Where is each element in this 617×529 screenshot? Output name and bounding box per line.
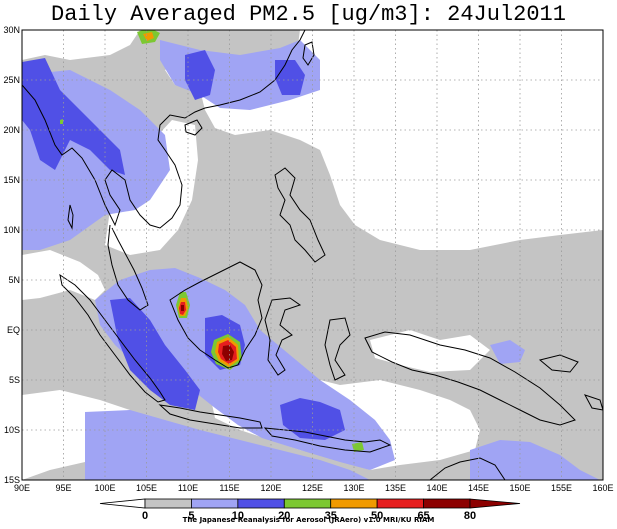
coast-sulawesi (264, 297, 302, 376)
coast-new-guinea (364, 331, 576, 426)
lat-tick-label: 15S (4, 475, 20, 485)
lon-tick-label: 130E (343, 483, 364, 493)
field-white-west-ocean (22, 250, 105, 300)
graticule (22, 30, 603, 480)
colorbar-label: 35 (325, 510, 337, 522)
lon-tick-label: 150E (509, 483, 530, 493)
colorbar-labels: 0 5 10 20 35 50 65 80 (142, 510, 476, 522)
field-white-east (370, 330, 490, 372)
colorbar-arrow-right (469, 498, 521, 509)
lat-tick-label: 5N (8, 275, 20, 285)
colorbar-bin (376, 498, 424, 509)
coast-java (158, 404, 263, 429)
lat-tick-label: 10N (3, 225, 20, 235)
lon-tick-label: 115E (219, 483, 239, 493)
colorbar-bin (191, 498, 239, 509)
map-title: Daily Averaged PM2.5 [ug/m3]: 24Jul2011 (51, 2, 566, 27)
field-blue-flores (280, 398, 345, 440)
tick-labels: 90E 95E 100E 105E 110E 115E 120E 125E 130E 135E 14… (3, 25, 613, 493)
lat-tick-label: 15N (3, 175, 20, 185)
lon-tick-label: 105E (136, 483, 157, 493)
colorbar (99, 498, 521, 509)
colorbar-label: 10 (232, 510, 244, 522)
colorbar-bin (237, 498, 285, 509)
coast-hainan (184, 119, 203, 136)
coast-bismarck (538, 354, 579, 373)
field-lightblue-png (470, 440, 600, 480)
coast-taiwan (302, 41, 315, 66)
coastlines (22, 30, 603, 480)
coast-sumatra (59, 273, 166, 403)
field-green-west (60, 119, 63, 124)
field-lightblue-east-small (490, 340, 525, 364)
field-orange-north (143, 32, 154, 41)
colorbar-bin (144, 498, 192, 509)
field-blue-sumatra (110, 298, 200, 410)
colorbar-bin (330, 498, 378, 509)
lon-tick-label: 145E (468, 483, 489, 493)
field-darkred-kalimantan-west (181, 305, 184, 311)
colorbar-arrow-left (99, 498, 146, 509)
colorbar-label: 80 (464, 510, 476, 522)
lat-tick-label: EQ (7, 325, 20, 335)
coast-philippines (274, 167, 326, 263)
lat-tick-label: 10S (4, 425, 20, 435)
lon-tick-label: 95E (55, 483, 71, 493)
colorbar-label: 0 (142, 510, 148, 522)
lat-tick-label: 25N (3, 75, 20, 85)
coast-malay-peninsula (107, 224, 149, 311)
lat-tick-label: 5S (9, 375, 20, 385)
lat-tick-label: 20N (3, 125, 20, 135)
colorbar-label: 65 (417, 510, 429, 522)
coast-andaman (67, 204, 74, 230)
coast-borneo (169, 261, 263, 369)
credit-text: The Japanese Reanalysis for Aerosol (JRA… (182, 516, 435, 524)
colorbar-bin (283, 498, 332, 509)
coast-lesser-sunda (263, 427, 392, 453)
lon-tick-label: 125E (302, 483, 323, 493)
field-blue-north-patch (185, 50, 215, 100)
colorbar-bin (423, 498, 471, 509)
field-green-timor (352, 442, 364, 452)
coast-australia (429, 457, 506, 480)
lon-tick-label: 155E (551, 483, 572, 493)
field-white-northwest (22, 30, 140, 60)
field-darkred-kalimantan-south (222, 345, 234, 361)
lon-tick-label: 110E (178, 483, 198, 493)
lat-tick-label: 30N (3, 25, 20, 35)
lon-tick-label: 135E (385, 483, 406, 493)
colorbar-label: 20 (278, 510, 290, 522)
lon-tick-label: 120E (260, 483, 281, 493)
coast-solomon (583, 394, 603, 411)
lon-tick-label: 90E (14, 483, 30, 493)
field-blue-burma (22, 58, 125, 175)
lon-tick-label: 140E (426, 483, 447, 493)
map-frame (21, 29, 604, 481)
lon-tick-label: 100E (94, 483, 115, 493)
coast-moluccas (324, 317, 351, 381)
lon-tick-label: 160E (592, 483, 613, 493)
pm25-field (22, 30, 603, 480)
colorbar-label: 5 (188, 510, 194, 522)
coast-mainland-asia (22, 30, 306, 229)
colorbar-label: 50 (371, 510, 383, 522)
field-lightblue-java-sea (85, 410, 370, 480)
